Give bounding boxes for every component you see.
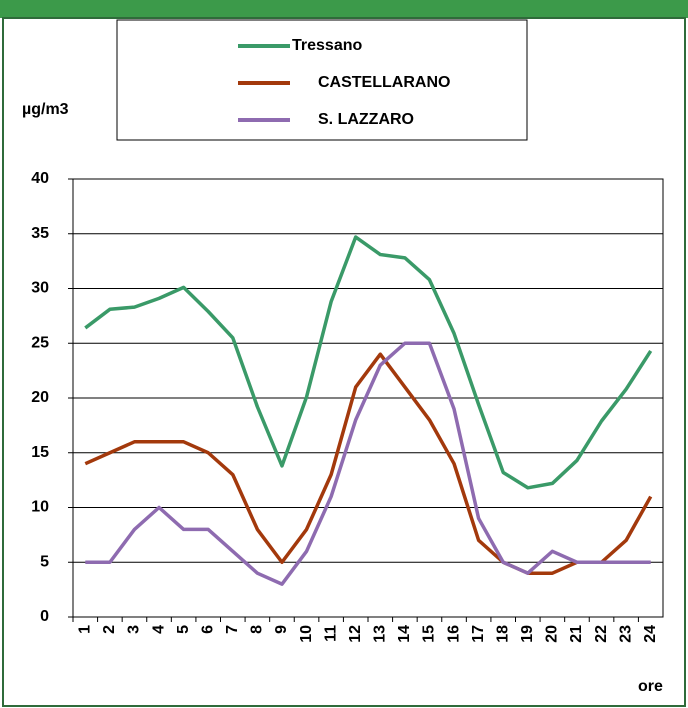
x-tick-label: 13 <box>372 625 389 643</box>
series-line <box>84 352 653 575</box>
x-tick-label: 10 <box>298 625 315 643</box>
series-line <box>85 341 651 586</box>
y-tick-label: 35 <box>31 225 49 242</box>
x-tick-label: 20 <box>544 625 561 643</box>
legend-box <box>116 19 528 141</box>
legend-label: Tressano <box>292 37 362 54</box>
x-tick-label: 8 <box>249 625 266 634</box>
x-tick-label: 17 <box>470 625 487 643</box>
y-tick-label: 40 <box>31 170 49 187</box>
x-axis-label: ore <box>638 678 663 695</box>
legend-label: S. LAZZARO <box>318 111 414 128</box>
x-tick-label: 6 <box>199 625 216 634</box>
x-tick-label: 5 <box>175 625 192 634</box>
y-axis-label: µg/m3 <box>22 101 69 118</box>
x-tick-label: 7 <box>224 625 241 634</box>
x-tick-label: 21 <box>568 625 585 643</box>
x-tick-label: 1 <box>77 625 94 634</box>
y-tick-label: 20 <box>31 389 49 406</box>
header-bar <box>0 0 688 18</box>
x-tick-label: 23 <box>617 625 634 643</box>
series-line <box>84 235 653 490</box>
legend-label: CASTELLARANO <box>318 74 450 91</box>
x-tick-label: 19 <box>519 625 536 643</box>
y-tick-label: 30 <box>31 280 49 297</box>
x-tick-label: 9 <box>273 625 290 634</box>
y-tick-label: 5 <box>40 553 49 570</box>
x-tick-label: 22 <box>593 625 610 643</box>
x-tick-label: 15 <box>421 625 438 643</box>
x-tick-label: 24 <box>642 625 659 643</box>
x-tick-label: 14 <box>396 625 413 643</box>
y-tick-label: 15 <box>31 444 49 461</box>
x-tick-label: 3 <box>126 625 143 634</box>
y-tick-label: 25 <box>31 334 49 351</box>
x-tick-label: 11 <box>322 625 339 642</box>
y-tick-label: 10 <box>31 499 49 516</box>
x-tick-label: 4 <box>150 625 167 634</box>
x-tick-label: 2 <box>101 625 118 634</box>
y-tick-label: 0 <box>40 608 49 625</box>
x-tick-label: 12 <box>347 625 364 643</box>
x-tick-label: 16 <box>445 625 462 643</box>
x-tick-label: 18 <box>494 625 511 643</box>
